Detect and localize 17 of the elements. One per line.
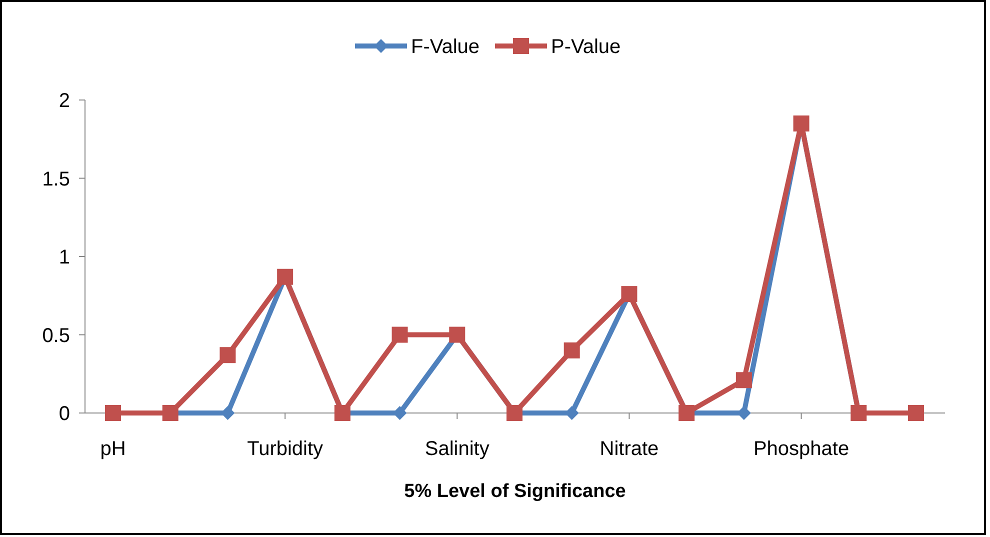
point [220, 347, 236, 364]
y-tick-label: 1.5 [42, 168, 70, 190]
point [392, 326, 408, 343]
x-axis-title: 5% Level of Significance [404, 481, 626, 502]
x-tick-label: Salinity [424, 438, 490, 460]
x-tick-label: Phosphate [753, 438, 850, 460]
legend-label: F-Value [411, 36, 480, 58]
legend-label: P-Value [551, 36, 621, 58]
y-tick-label: 2 [58, 90, 70, 112]
x-tick-label: Nitrate [600, 438, 659, 460]
x-tick-label: pH [100, 438, 126, 460]
point [564, 342, 580, 358]
y-tick-label: 1 [58, 246, 70, 268]
y-tick-label: 0.5 [42, 324, 70, 347]
y-tick-label: 0 [58, 403, 70, 425]
x-tick-label: Turbidity [247, 438, 324, 460]
point [736, 372, 752, 388]
